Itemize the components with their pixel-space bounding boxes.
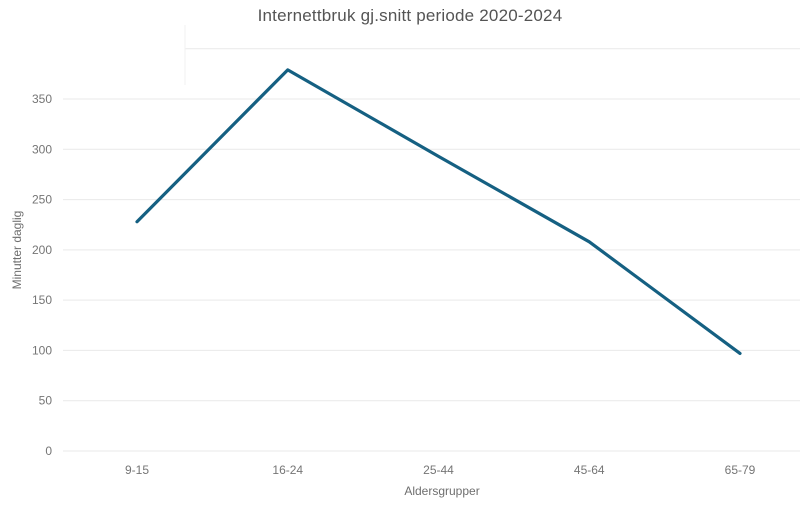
x-tick-label: 45-64 [574,463,605,477]
y-tick-label: 100 [32,343,52,357]
y-tick-label: 0 [45,444,52,458]
y-tick-label: 300 [32,142,52,156]
y-tick-label: 200 [32,243,52,257]
y-tick-label: 350 [32,92,52,106]
y-tick-label: 50 [39,394,53,408]
y-tick-label: 250 [32,193,52,207]
x-tick-label: 25-44 [423,463,454,477]
x-tick-label: 9-15 [125,463,149,477]
chart-title: Internettbruk gj.snitt periode 2020-2024 [257,6,563,25]
x-axis-title: Aldersgrupper [404,484,480,498]
y-tick-label: 150 [32,293,52,307]
x-tick-label: 16-24 [272,463,303,477]
x-tick-label: 65-79 [725,463,756,477]
data-line-series [135,68,742,356]
